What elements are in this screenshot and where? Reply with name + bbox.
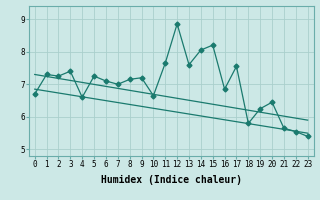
X-axis label: Humidex (Indice chaleur): Humidex (Indice chaleur) [101, 175, 242, 185]
